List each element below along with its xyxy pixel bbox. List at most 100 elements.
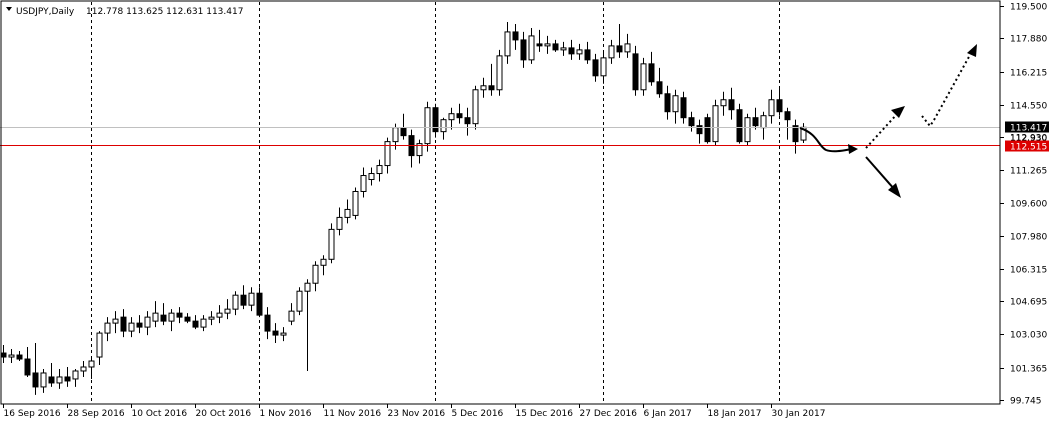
y-tick-label: 114.550 (1010, 102, 1047, 112)
candle-body-bear (456, 113, 463, 119)
candle-body-bull (304, 282, 311, 292)
x-tick-label: 18 Jan 2017 (708, 409, 762, 419)
dropdown-triangle-icon[interactable] (6, 7, 12, 11)
x-tick-label: 23 Nov 2016 (388, 409, 446, 419)
candle-body-bull (104, 322, 111, 334)
candle (752, 107, 759, 130)
candle (568, 39, 575, 60)
x-tick-label: 1 Nov 2016 (260, 409, 312, 419)
candle-body-bear (176, 312, 183, 318)
candle (168, 309, 175, 332)
candle (176, 307, 183, 324)
candle-body-bull (576, 49, 583, 55)
candle-body-bull (768, 99, 775, 117)
candle (584, 41, 591, 64)
candle-body-bull (376, 165, 383, 175)
down-arrow-icon (865, 156, 896, 191)
current-price-label: 113.417 (1010, 124, 1047, 134)
candle-body-bear (136, 322, 143, 328)
candle (264, 307, 271, 340)
candle (776, 87, 783, 116)
candle-body-bear (264, 314, 271, 332)
candle (640, 57, 647, 96)
candle (368, 167, 375, 186)
candle (224, 299, 231, 320)
candle-body-bull (112, 318, 119, 324)
candle (608, 39, 615, 64)
candle-body-bull (496, 55, 503, 91)
curved-arrow-icon (799, 127, 853, 153)
candle-body-bull (232, 294, 239, 310)
arrowhead-icon (848, 144, 858, 154)
forecast-arrows (799, 44, 977, 198)
candle-body-bear (184, 316, 191, 322)
candle-body-bear (272, 330, 279, 336)
candle-body-bull (8, 354, 15, 358)
time-axis: 16 Sep 2016 28 Sep 2016 10 Oct 2016 20 Oct … (3, 404, 825, 419)
candle-body-bear (632, 53, 639, 91)
candle (248, 287, 255, 312)
arrowhead-icon (891, 106, 905, 118)
candle-body-bull (96, 332, 103, 358)
candle-body-bear (64, 376, 71, 382)
candle (360, 167, 367, 198)
candle-body-bull (600, 57, 607, 77)
candle (32, 343, 39, 395)
candle (616, 23, 623, 58)
candle (440, 117, 447, 140)
current-price-label-bg (1005, 121, 1049, 133)
candle-body-bear (488, 85, 495, 91)
y-tick-label: 111.265 (1010, 167, 1047, 177)
candle-body-bear (568, 47, 575, 55)
x-tick-label: 10 Oct 2016 (132, 409, 188, 419)
candle-body-bear (256, 292, 263, 316)
candle-body-bull (744, 117, 751, 143)
candle-body-bear (536, 43, 543, 47)
x-tick-label: 27 Dec 2016 (580, 409, 638, 419)
candle (688, 111, 695, 132)
x-tick-label: 20 Oct 2016 (196, 409, 252, 419)
candle (256, 287, 263, 318)
candle-body-bull (560, 47, 567, 51)
candle-body-bear (552, 43, 559, 51)
candle (680, 91, 687, 124)
candle (128, 317, 135, 338)
y-tick-label: 119.500 (1010, 3, 1047, 13)
candle-body-bull (128, 322, 135, 332)
candle (120, 309, 127, 338)
price-lines (0, 127, 1000, 146)
candle-body-bull (88, 360, 95, 368)
candle (496, 49, 503, 96)
candle (600, 51, 607, 84)
candle (744, 113, 751, 146)
candle-body-bull (152, 312, 159, 322)
ohlc-values: 112.778 113.625 112.631 113.417 (86, 7, 243, 17)
candle (648, 51, 655, 86)
candle (472, 85, 479, 130)
candle (344, 199, 351, 224)
candle-body-bear (32, 372, 39, 388)
candle (304, 279, 311, 371)
candle (208, 311, 215, 326)
candle (312, 261, 319, 292)
candle-body-bull (472, 89, 479, 125)
candle (336, 207, 343, 236)
candle-body-bear (736, 109, 743, 143)
candle-body-bull (360, 175, 367, 192)
candle-body-bull (672, 95, 679, 113)
candle-body-bear (464, 117, 471, 125)
candle (656, 67, 663, 98)
candle (240, 285, 247, 310)
arrowhead-icon (888, 183, 901, 198)
candle-body-bear (48, 376, 55, 384)
candle (424, 101, 431, 152)
candle-body-bear (240, 294, 247, 306)
candle (280, 327, 287, 342)
x-tick-label: 28 Sep 2016 (68, 409, 125, 419)
candle-body-bull (416, 143, 423, 157)
candle-body-bull (312, 264, 319, 284)
y-tick-label: 99.745 (1010, 397, 1042, 407)
candle-body-bear (728, 99, 735, 111)
candle (328, 223, 335, 264)
